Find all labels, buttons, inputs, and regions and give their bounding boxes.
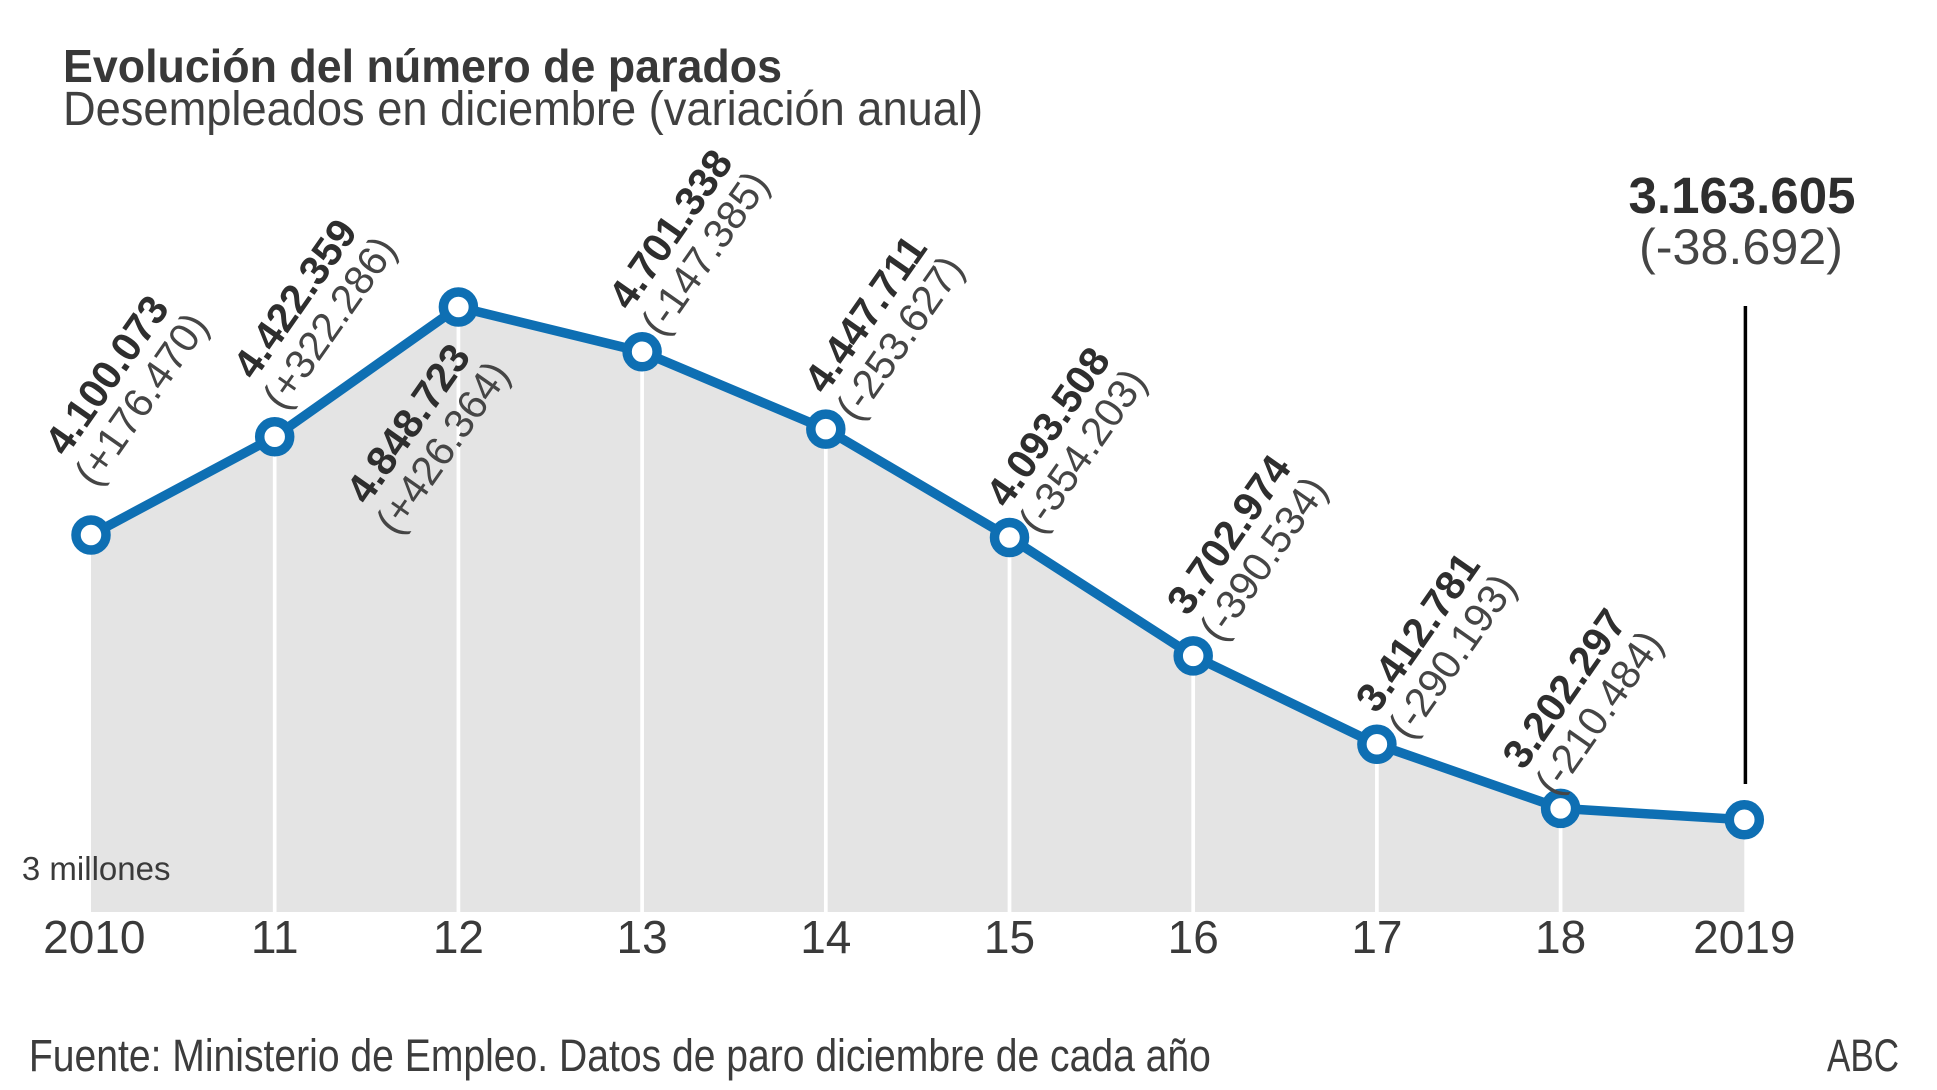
svg-text:15: 15 xyxy=(984,911,1035,963)
svg-text:Fuente: Ministerio de Empleo.: Fuente: Ministerio de Empleo. Datos de p… xyxy=(29,1030,1211,1081)
svg-text:(-38.692): (-38.692) xyxy=(1639,219,1843,275)
svg-text:3.163.605: 3.163.605 xyxy=(1629,167,1856,224)
svg-text:12: 12 xyxy=(433,911,484,963)
svg-text:3 millones: 3 millones xyxy=(22,850,171,887)
svg-text:2019: 2019 xyxy=(1693,911,1795,963)
svg-text:11: 11 xyxy=(251,911,299,963)
svg-text:18: 18 xyxy=(1535,911,1586,963)
svg-text:14: 14 xyxy=(800,911,851,963)
svg-text:ABC: ABC xyxy=(1827,1030,1899,1081)
svg-text:2010: 2010 xyxy=(43,911,145,963)
svg-text:Desempleados en diciembre (var: Desempleados en diciembre (variación anu… xyxy=(63,83,983,136)
svg-text:13: 13 xyxy=(617,911,668,963)
svg-text:16: 16 xyxy=(1168,911,1219,963)
svg-text:17: 17 xyxy=(1351,911,1402,963)
svg-text:Evolución del número de parado: Evolución del número de parados xyxy=(63,40,782,92)
